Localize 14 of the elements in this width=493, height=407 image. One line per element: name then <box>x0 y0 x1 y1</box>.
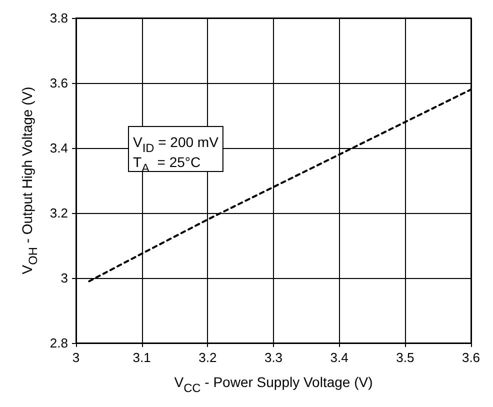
x-tick-label: 3 <box>72 350 80 365</box>
y-axis-title: VOH - Output High Voltage (V) <box>19 86 40 274</box>
x-tick-label: 3.3 <box>264 350 283 365</box>
x-tick-label: 3.2 <box>198 350 217 365</box>
y-tick-label: 3.6 <box>50 76 68 90</box>
y-tick-label: 3 <box>60 270 68 286</box>
x-tick-label: 3.6 <box>462 350 480 365</box>
y-tick-label: 3.4 <box>50 140 68 156</box>
x-tick-label: 3.1 <box>132 350 151 365</box>
y-tick-label: 2.8 <box>50 336 68 350</box>
x-tick-label: 3.4 <box>330 350 348 365</box>
y-tick-label: 3.2 <box>50 206 68 220</box>
y-tick-label: 3.8 <box>50 10 68 26</box>
x-tick-label: 3.5 <box>396 350 414 365</box>
